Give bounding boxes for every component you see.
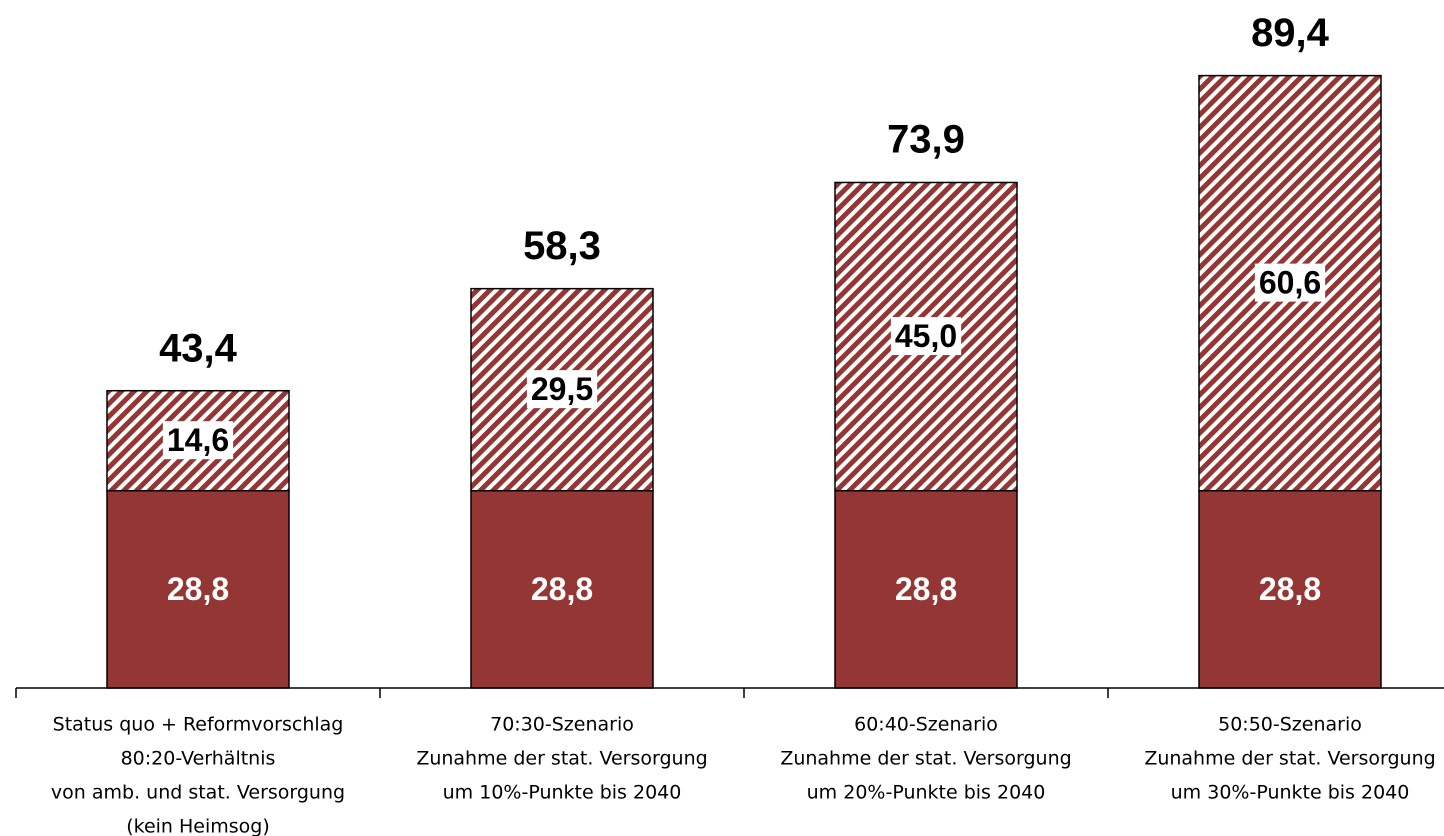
x-tick-label: Status quo + Reformvorschlag [53, 714, 344, 736]
x-tick-label: Zunahme der stat. Versorgung [416, 748, 707, 770]
label-box [526, 370, 598, 409]
x-tick-label: Zunahme der stat. Versorgung [1144, 748, 1435, 770]
x-tick-label: 60:40-Szenario [854, 714, 998, 736]
total-label: 43,4 [159, 326, 238, 370]
segment-label: 28,8 [895, 571, 957, 607]
segment-label: 29,5 [531, 371, 593, 407]
x-tick-label: Zunahme der stat. Versorgung [780, 748, 1071, 770]
segment-label: 28,8 [1259, 571, 1321, 607]
segment-label: 28,8 [167, 571, 229, 607]
segment-label: 28,8 [531, 571, 593, 607]
x-tick-label: um 30%-Punkte bis 2040 [1171, 782, 1410, 804]
x-tick-label: 70:30-Szenario [490, 714, 634, 736]
label-box [162, 421, 234, 460]
total-label: 73,9 [887, 117, 965, 161]
bar-segment [470, 489, 654, 689]
label-box [1254, 263, 1326, 302]
x-tick-label: von amb. und stat. Versorgung [51, 782, 345, 804]
total-label: 58,3 [523, 224, 601, 268]
bar-segment [834, 489, 1018, 689]
x-tick-label: 80:20-Verhältnis [121, 748, 276, 770]
segment-label: 14,6 [167, 422, 229, 458]
segment-label: 60,6 [1259, 265, 1321, 301]
segment-label: 45,0 [895, 318, 957, 354]
x-tick-label: (kein Heimsog) [126, 816, 270, 836]
x-tick-label: um 20%-Punkte bis 2040 [807, 782, 1046, 804]
x-tick-label: um 10%-Punkte bis 2040 [443, 782, 682, 804]
bar-segment [106, 489, 290, 689]
total-label: 89,4 [1251, 11, 1330, 55]
x-tick-label: 50:50-Szenario [1218, 714, 1362, 736]
label-box [890, 317, 962, 356]
